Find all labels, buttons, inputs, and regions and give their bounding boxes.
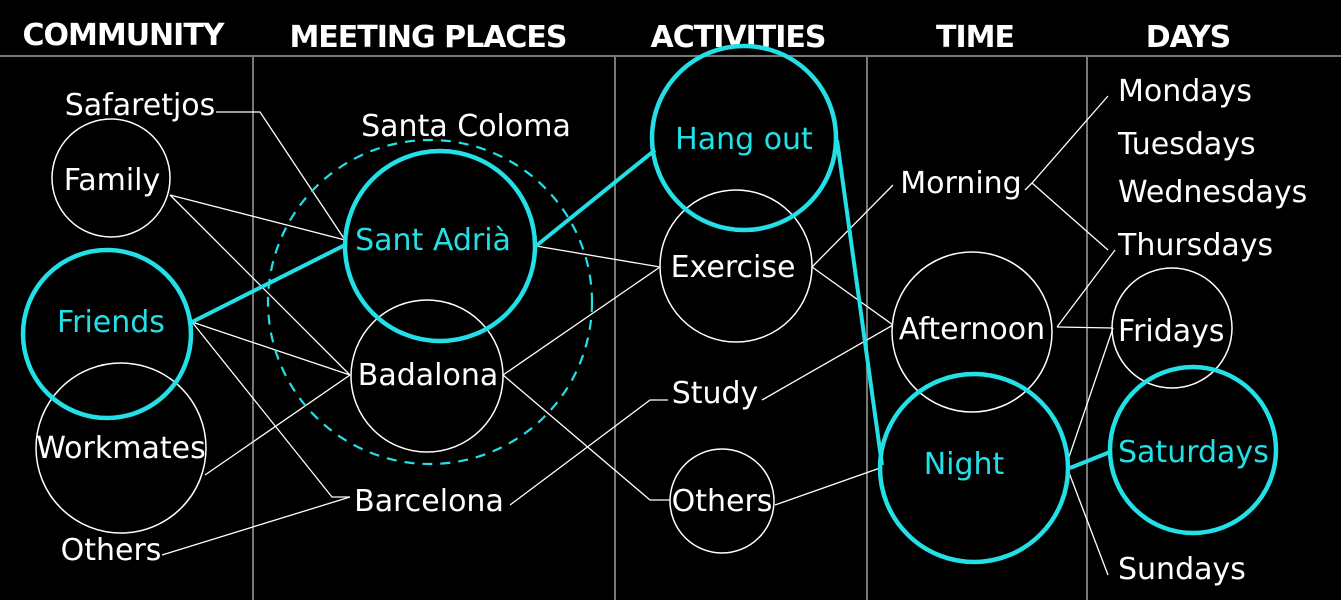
edge-barcelona-study (509, 399, 668, 506)
edges (161, 95, 1116, 576)
label-night: Night (924, 447, 1005, 482)
node-family-circle (51, 118, 171, 238)
label-barcelona: Barcelona (354, 484, 504, 519)
label-morning: Morning (900, 166, 1021, 201)
edge-night-sundays (1067, 469, 1109, 576)
label-santa-coloma: Santa Coloma (361, 109, 571, 144)
edge-afternoon-thursdays (1056, 249, 1116, 328)
node-night-circle (877, 371, 1071, 565)
edge-study-afternoon (761, 324, 894, 401)
edge-exercise-morning (811, 184, 894, 268)
header-community: COMMUNITY (22, 18, 225, 53)
edge-badalona-exercise (502, 266, 661, 376)
header-days: DAYS (1146, 20, 1231, 55)
edge-night-fridays (1067, 327, 1114, 461)
edge-santadria-hangout-hl (534, 148, 657, 248)
label-safaretjos: Safaretjos (65, 88, 216, 123)
label-workmates: Workmates (36, 431, 205, 466)
edge-hangout-night-hl (835, 139, 884, 466)
edge-others-night (774, 467, 881, 506)
edge-santadria-exercise (535, 245, 661, 268)
edge-safaretjos-santadria (216, 111, 346, 241)
label-others-community: Others (61, 533, 162, 568)
node-saturdays-circle (1107, 364, 1279, 536)
label-mondays: Mondays (1118, 74, 1252, 109)
node-santadria-circle (342, 148, 538, 344)
node-friends-circle (20, 247, 194, 421)
edge-night-saturdays-hl (1069, 450, 1111, 470)
edge-friends-badalona (191, 321, 351, 376)
edge-exercise-afternoon (811, 266, 894, 326)
label-hang-out: Hang out (675, 122, 813, 157)
edge-morning-mondays (1024, 95, 1109, 191)
label-badalona: Badalona (358, 358, 498, 393)
edge-afternoon-fridays (1056, 326, 1114, 329)
header-time: TIME (936, 20, 1014, 55)
label-saturdays: Saturdays (1118, 435, 1269, 470)
node-others-activity-circle (669, 448, 775, 554)
node-workmates-circle (35, 362, 207, 534)
node-exercise-circle (659, 189, 813, 343)
label-wednesdays: Wednesdays (1118, 175, 1307, 210)
label-tuesdays: Tuesdays (1117, 127, 1256, 162)
label-thursdays: Thursdays (1117, 228, 1273, 263)
label-fridays: Fridays (1118, 314, 1225, 349)
node-hangout-circle (649, 43, 839, 233)
edge-family-santadria (169, 194, 346, 241)
label-others-activity: Others (672, 484, 773, 519)
label-sundays: Sundays (1118, 552, 1246, 587)
node-fridays-circle (1111, 267, 1233, 389)
node-afternoon-circle (891, 251, 1053, 413)
header-activities: ACTIVITIES (651, 20, 826, 55)
label-afternoon: Afternoon (899, 312, 1045, 347)
label-sant-adria: Sant Adrià (355, 223, 511, 258)
edge-others-barcelona (161, 496, 351, 556)
santa-coloma-boundary (266, 138, 594, 466)
edge-morning-thursdays (1031, 182, 1109, 251)
label-exercise: Exercise (671, 250, 796, 285)
label-friends: Friends (57, 305, 165, 340)
edge-badalona-others (502, 374, 670, 501)
edge-friends-barcelona (191, 321, 350, 498)
label-study: Study (672, 376, 759, 411)
edge-family-badalona (169, 194, 351, 376)
node-badalona-circle (350, 299, 504, 453)
header-meeting-places: MEETING PLACES (289, 20, 566, 55)
edge-workmates-badalona (204, 374, 351, 476)
label-family: Family (64, 163, 161, 198)
